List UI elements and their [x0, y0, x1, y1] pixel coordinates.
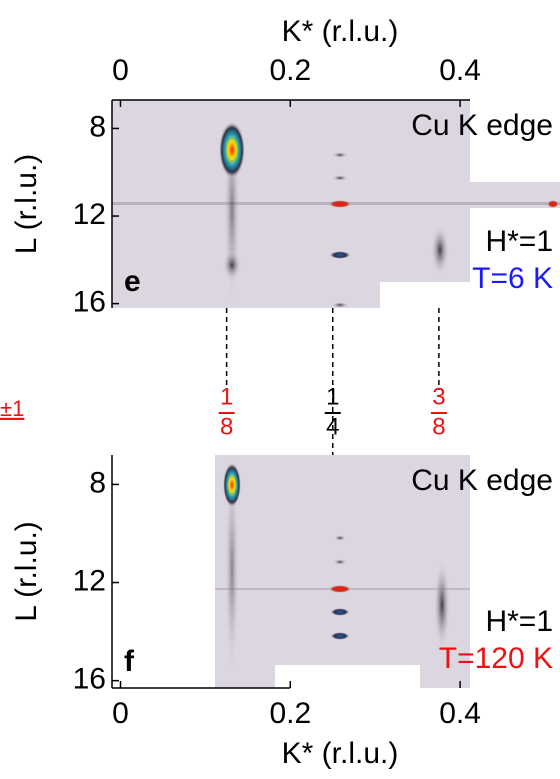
fraction-numerator: 1 [220, 383, 233, 410]
y-tick-label: 8 [89, 110, 106, 143]
fraction-numerator: 3 [432, 383, 445, 410]
x-tick-label: 0 [112, 697, 129, 730]
side-label: ±1 [0, 396, 24, 421]
x-tick-label: 0 [112, 54, 129, 87]
x-tick-label: 0.4 [439, 697, 481, 730]
temperature: T=6 K [472, 262, 553, 295]
figure: ±1 0 0.2 0.4 K* (r.l.u.) 8 12 16 L (r.l.u.) Cu K… [0, 0, 560, 779]
x-axis-label: K* (r.l.u.) [282, 15, 399, 48]
y-tick-label: 16 [73, 286, 106, 319]
y-tick-label: 12 [73, 198, 106, 231]
y-tick-label: 8 [89, 466, 106, 499]
y-tick-label: 16 [73, 663, 106, 696]
fraction-denominator: 4 [326, 413, 339, 440]
h-label: H*=1 [485, 605, 553, 638]
panel-title: Cu K edge [411, 464, 553, 497]
panel-label: f [124, 645, 135, 678]
x-tick-label: 0.2 [269, 54, 311, 87]
y-axis-label: L (r.l.u.) [10, 154, 43, 255]
x-tick-label: 0.2 [269, 697, 311, 730]
h-label: H*=1 [485, 225, 553, 258]
panel-label: e [124, 265, 141, 298]
fraction-denominator: 8 [432, 413, 445, 440]
temperature: T=120 K [439, 642, 553, 675]
fraction-denominator: 8 [220, 413, 233, 440]
x-axis-label: K* (r.l.u.) [282, 737, 399, 770]
panel-title: Cu K edge [411, 109, 553, 142]
y-axis-label: L (r.l.u.) [10, 521, 43, 622]
x-tick-label: 0.4 [439, 54, 481, 87]
y-tick-label: 12 [73, 564, 106, 597]
fraction-numerator: 1 [326, 383, 339, 410]
